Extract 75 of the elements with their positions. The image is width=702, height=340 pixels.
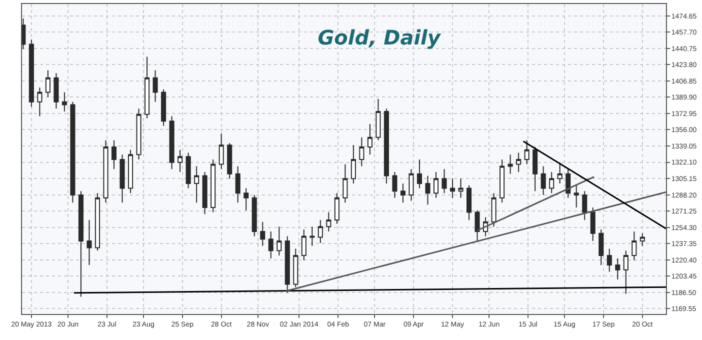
text: Gold, Daily [318, 25, 442, 50]
candlestick [310, 226, 315, 246]
candlestick [94, 192, 100, 252]
candlestick [218, 133, 224, 170]
candlestick [416, 158, 422, 189]
candlestick [70, 101, 76, 204]
candlestick [508, 154, 513, 174]
candlestick [623, 250, 628, 294]
candlestick [500, 158, 505, 204]
candlestick [491, 192, 496, 228]
candlestick [276, 226, 282, 256]
candlestick [640, 232, 645, 246]
candlestick [466, 184, 472, 220]
candlestick [516, 152, 522, 172]
candlestick [284, 236, 290, 294]
candlestick [169, 116, 174, 170]
candlestick [326, 212, 332, 232]
candlestick [384, 108, 389, 184]
candlestick [244, 188, 249, 211]
candlestick [202, 171, 208, 215]
candlestick [540, 166, 546, 196]
candlestick [532, 146, 538, 192]
candlestick [227, 142, 232, 180]
candlestick [45, 70, 50, 98]
candlestick [235, 166, 240, 204]
candlestick [598, 229, 604, 266]
candlestick [566, 168, 571, 198]
candlestick [252, 194, 257, 237]
candlestick [268, 230, 274, 259]
candlestick [425, 175, 430, 206]
candlestick [260, 221, 266, 246]
candlestick [350, 144, 356, 184]
candlestick [103, 140, 108, 204]
candlestick [62, 92, 67, 112]
candlestick [376, 98, 381, 141]
candlestick [615, 258, 620, 280]
candlestick [120, 154, 125, 204]
candlestick [111, 140, 117, 170]
candlestick [632, 230, 637, 261]
candlestick [474, 210, 480, 242]
candlestick [359, 136, 364, 167]
candlestick [178, 149, 183, 172]
candlestick [367, 123, 372, 156]
candlestick [334, 192, 340, 224]
candlestick [557, 162, 562, 184]
candlestick [144, 56, 150, 119]
candlestick [442, 168, 447, 194]
candlestick [574, 184, 579, 208]
candlestick [86, 219, 92, 266]
candlestick [186, 152, 191, 189]
candlestick [210, 158, 216, 213]
candlestick [582, 190, 588, 220]
candlestick [152, 70, 158, 102]
candlestick [524, 140, 530, 165]
candlestick [128, 149, 134, 194]
candlestick [28, 39, 34, 108]
candlestick [458, 178, 464, 198]
candlestick [606, 248, 612, 272]
candlestick [78, 190, 84, 298]
candlestick [433, 171, 439, 198]
candlestick [549, 171, 554, 194]
candlestick [37, 87, 42, 117]
candlestick [161, 88, 166, 126]
candlestick [136, 108, 142, 160]
candlestick [342, 164, 348, 204]
candlestick [194, 166, 200, 204]
candlestick [293, 248, 298, 288]
candlestick [318, 219, 323, 244]
candlestick [590, 206, 596, 242]
candlestick [301, 229, 306, 261]
candlestick [408, 168, 414, 202]
candlestick [450, 178, 456, 198]
candlestick [400, 182, 406, 204]
candlestick [54, 72, 59, 110]
candlestick [392, 171, 398, 198]
